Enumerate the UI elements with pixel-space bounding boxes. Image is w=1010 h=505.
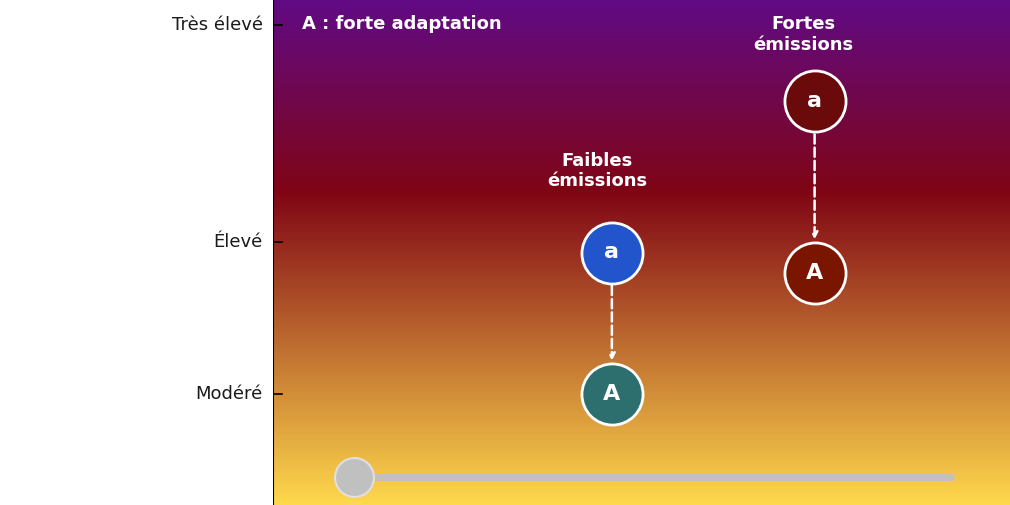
Text: a: a xyxy=(807,91,822,111)
Text: Faibles
émissions: Faibles émissions xyxy=(547,152,647,190)
Text: Très élevé: Très élevé xyxy=(172,16,263,34)
Text: Fortes
émissions: Fortes émissions xyxy=(753,15,853,54)
Text: a: a xyxy=(604,242,619,263)
Text: A: A xyxy=(806,263,823,283)
Text: Modéré: Modéré xyxy=(195,385,263,403)
Text: Élevé: Élevé xyxy=(213,233,263,251)
Text: A : forte adaptation: A : forte adaptation xyxy=(302,15,502,33)
Text: A: A xyxy=(603,384,620,404)
